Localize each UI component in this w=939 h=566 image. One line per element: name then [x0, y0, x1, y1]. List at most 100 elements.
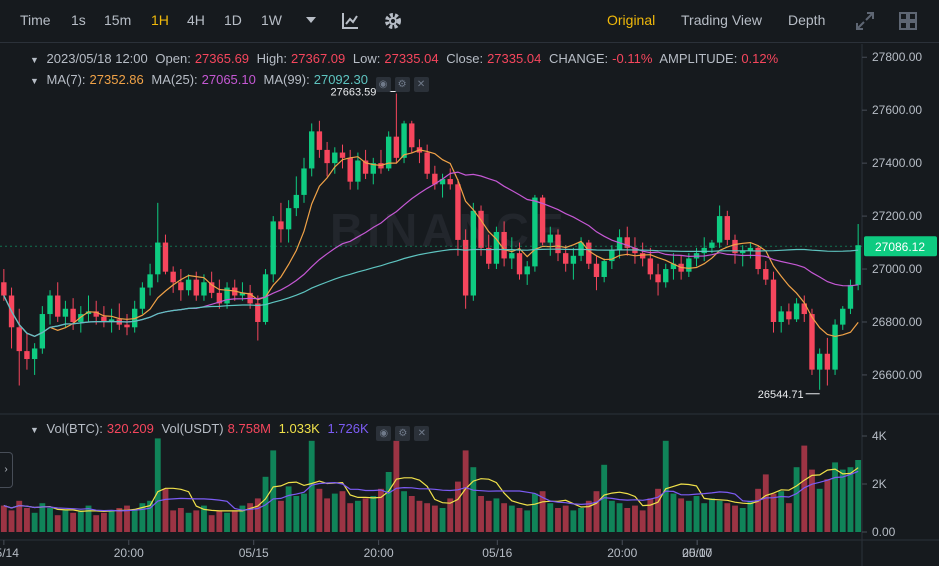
settings-icon[interactable]: ⚙ [395, 426, 411, 441]
candle-body [316, 131, 323, 150]
candle-body [432, 173, 438, 185]
volume-bar [508, 505, 515, 532]
interval-4h[interactable]: 4H [187, 12, 205, 28]
time-tick-label: 20:00 [364, 546, 394, 560]
ma-legend: ▼ MA(7): 27352.86 MA(25): 27065.10 MA(99):… [30, 72, 433, 92]
candle-body [524, 266, 530, 275]
interval-1s[interactable]: 1s [71, 12, 86, 28]
volume-bar [608, 500, 615, 532]
expand-icon[interactable] [855, 11, 875, 36]
collapse-triangle-icon[interactable]: ▼ [30, 55, 39, 65]
candle-body [162, 242, 169, 272]
candle-body [663, 269, 669, 283]
volume-bar [655, 488, 661, 532]
ma99-value: 27092.30 [313, 72, 368, 87]
candle-body [855, 245, 861, 285]
volume-bar [770, 493, 777, 532]
time-tick-label: 05/16 [482, 546, 512, 560]
volume-bar [293, 496, 300, 532]
volume-bar [185, 512, 192, 532]
indicators-icon[interactable] [340, 11, 360, 36]
candle-body [462, 239, 469, 296]
close-icon[interactable]: ✕ [413, 77, 429, 92]
vol-btc-value: 320.209 [106, 421, 154, 436]
volume-bar [639, 510, 646, 532]
volume-bar [224, 512, 230, 532]
ma25-label: MA(25): [151, 72, 198, 87]
high-marker-label: 27663.59 [330, 87, 376, 99]
candle-body [216, 292, 223, 304]
collapse-triangle-icon[interactable]: ▼ [30, 76, 39, 86]
candle-body [155, 242, 161, 275]
candle-body [493, 231, 500, 264]
eye-icon[interactable]: ◉ [375, 77, 391, 92]
interval-time[interactable]: Time [20, 12, 51, 28]
side-panel-toggle[interactable]: › [0, 452, 13, 488]
candle-body [639, 253, 646, 259]
volume-bar [354, 500, 361, 532]
eye-icon[interactable]: ◉ [376, 426, 392, 441]
price-tick-label: 26800.00 [872, 315, 922, 329]
volume-bar [401, 491, 407, 532]
view-trading-view[interactable]: Trading View [681, 12, 762, 28]
volume-bar [331, 493, 338, 532]
candle-body [586, 242, 592, 264]
interval-15m[interactable]: 15m [104, 12, 132, 28]
volume-bar [254, 498, 261, 532]
volume-bar [839, 469, 846, 532]
volume-bar [100, 512, 107, 532]
volume-bar [778, 491, 785, 532]
candle-body [370, 163, 376, 174]
open-label: Open: [155, 51, 191, 66]
candle-body [570, 255, 577, 264]
volume-bar [147, 500, 154, 532]
candle-body [409, 123, 415, 148]
volume-bar [762, 474, 769, 532]
candle-body [355, 160, 361, 182]
candle-body [816, 353, 823, 370]
volume-bar [347, 503, 354, 532]
candle-body [655, 274, 661, 283]
volume-bar [539, 491, 546, 532]
close-icon[interactable]: ✕ [414, 426, 430, 441]
settings-icon[interactable] [383, 11, 403, 36]
time-tick-label: 20:00 [682, 546, 712, 560]
settings-icon[interactable]: ⚙ [394, 77, 410, 92]
candle-body [470, 210, 477, 296]
candle-body [755, 247, 761, 270]
grid-icon[interactable] [898, 11, 918, 36]
volume-bar [139, 503, 146, 532]
chart-toolbar: Time 1s 15m 1H 4H 1D 1W Original Trading… [0, 0, 939, 43]
interval-1h[interactable]: 1H [151, 12, 169, 28]
volume-bar [285, 486, 292, 532]
volume-bar [716, 500, 723, 532]
volume-bar [308, 440, 315, 532]
volume-legend: ▼ Vol(BTC): 320.209 Vol(USDT) 8.758M 1.033… [30, 421, 433, 441]
candle-body [486, 247, 492, 264]
candle-body [224, 287, 230, 304]
candle-body [70, 308, 76, 322]
current-price-tag [864, 236, 937, 257]
volume-bar [462, 450, 469, 532]
candle-body [447, 179, 453, 185]
candle-body [616, 237, 623, 251]
view-depth[interactable]: Depth [788, 12, 826, 28]
interval-1d[interactable]: 1D [224, 12, 242, 28]
volume-tick-label: 4K [872, 429, 887, 443]
volume-bar [124, 505, 130, 532]
collapse-triangle-icon[interactable]: ▼ [30, 425, 39, 435]
volume-bar [362, 498, 369, 532]
view-original[interactable]: Original [607, 12, 656, 28]
candle-body [847, 284, 854, 309]
volume-bar [424, 503, 431, 532]
candle-body [193, 279, 199, 296]
time-tick-label: 05/14 [0, 546, 19, 560]
time-tick-label: 05/17 [682, 546, 712, 560]
time-tick-label: 20:00 [607, 546, 637, 560]
interval-1w[interactable]: 1W [261, 12, 282, 28]
candle-body [824, 353, 831, 370]
volume-bar [231, 510, 238, 532]
vol-ma5-line [3, 467, 859, 513]
chevron-down-icon[interactable] [305, 13, 317, 31]
